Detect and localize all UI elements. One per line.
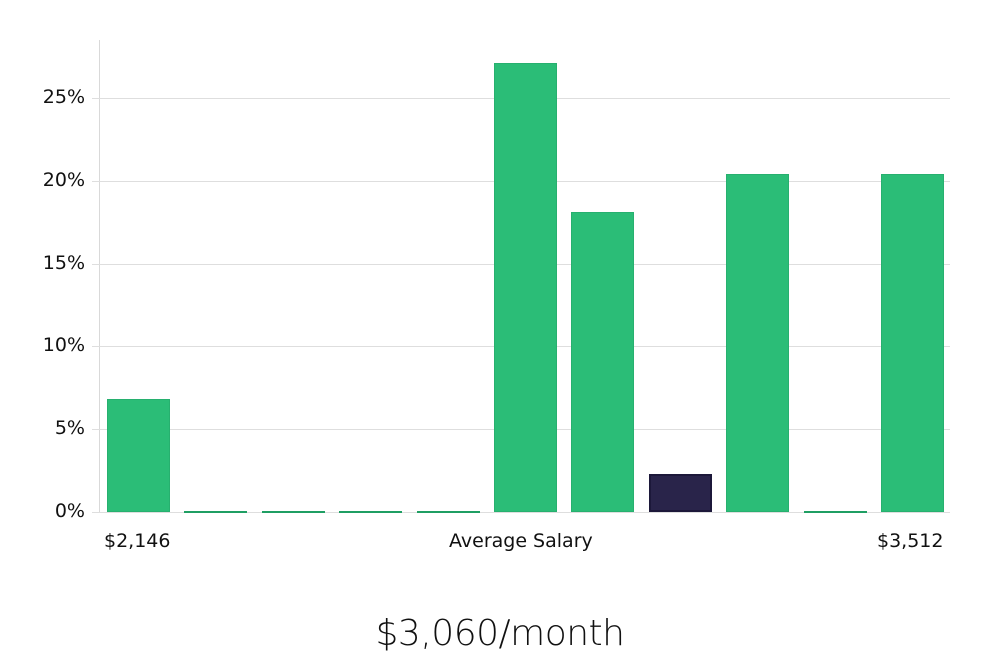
x-axis-min-label: $2,146 — [104, 530, 171, 552]
y-tick-label: 20% — [42, 169, 85, 191]
x-axis-title: Average Salary — [449, 530, 593, 552]
gridline — [92, 512, 950, 513]
bar — [494, 63, 557, 512]
bar-highlighted — [649, 474, 712, 512]
bar-empty — [184, 511, 247, 513]
y-axis-line — [99, 40, 100, 513]
bar — [571, 212, 634, 512]
bar — [107, 399, 170, 512]
y-tick-label: 15% — [42, 252, 85, 274]
bar-empty — [804, 511, 867, 513]
bar-empty — [339, 511, 402, 513]
x-axis-max-label: $3,512 — [877, 530, 944, 552]
y-tick-label: 10% — [42, 334, 85, 356]
y-tick-label: 5% — [54, 417, 85, 439]
y-tick-label: 25% — [42, 86, 85, 108]
salary-distribution-chart: 0% 5% 10% 15% 20% 25% $2,146 Average Salary $… — [42, 40, 950, 552]
bar — [726, 174, 789, 512]
y-tick-label: 0% — [54, 500, 85, 522]
bar — [881, 174, 944, 512]
average-salary-value: $3,060/month — [375, 613, 625, 654]
bar-empty — [262, 511, 325, 513]
bar-empty — [417, 511, 480, 513]
